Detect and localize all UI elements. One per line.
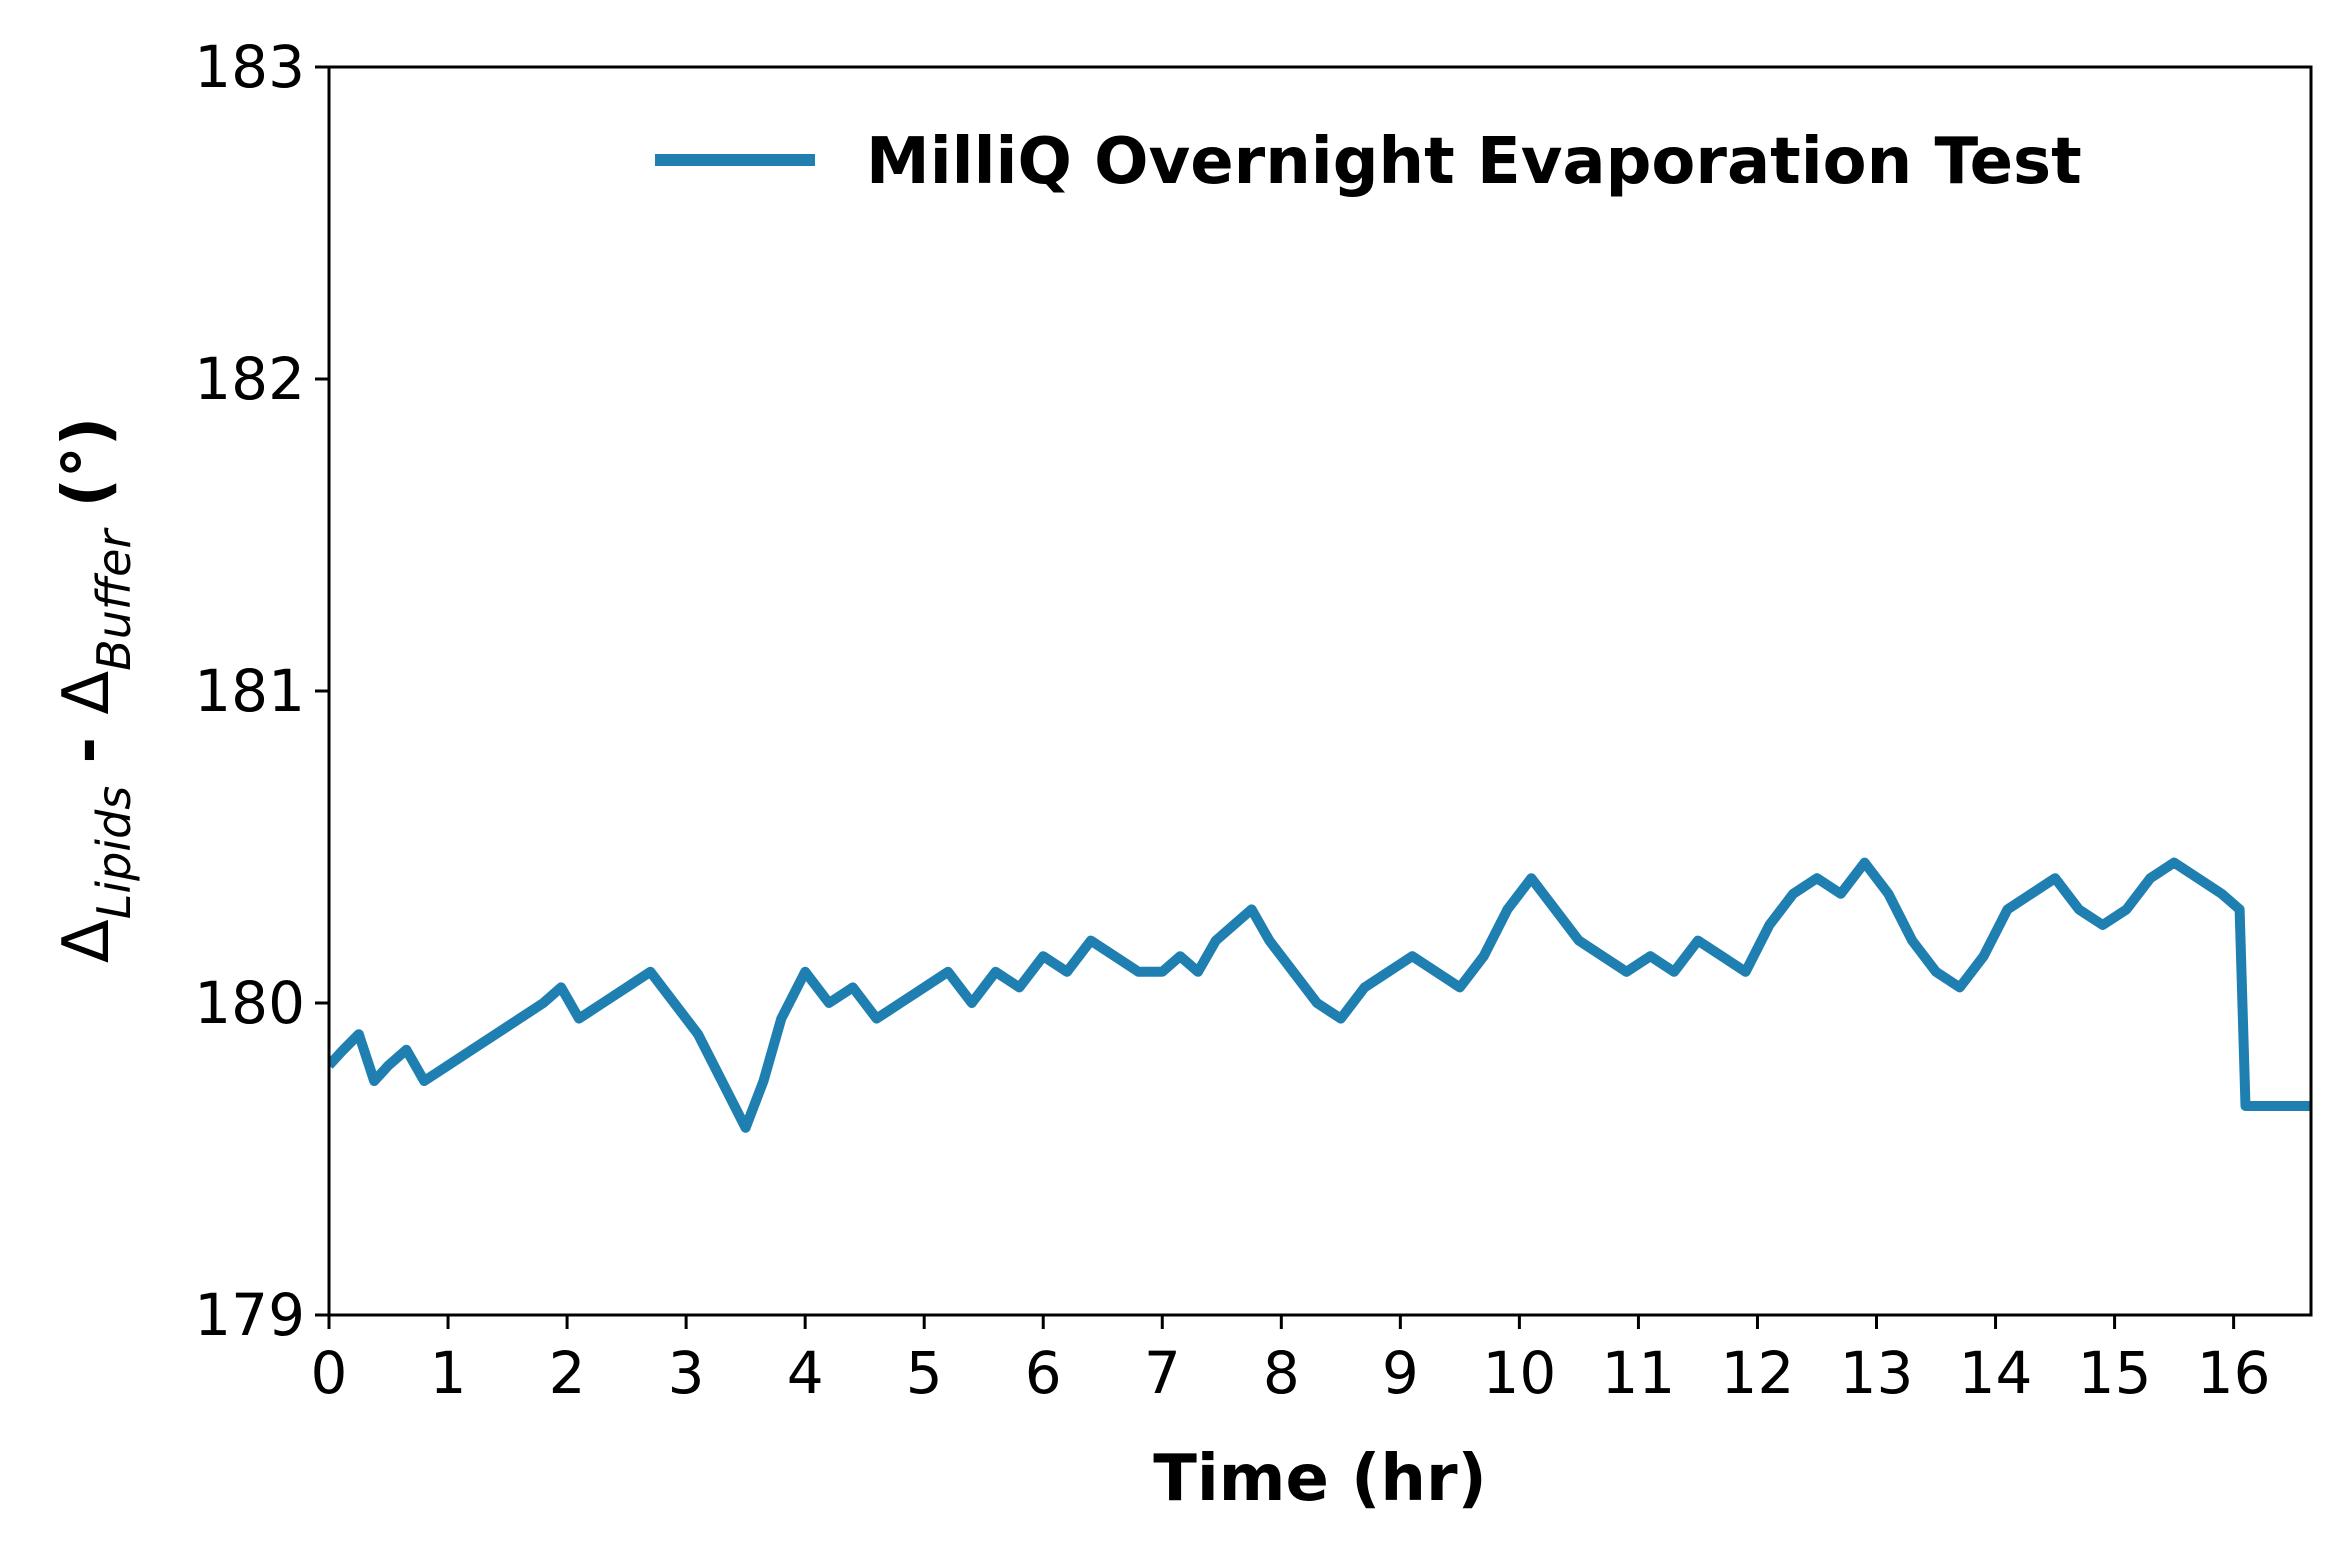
x-tick-label: 0 — [311, 1339, 348, 1407]
y-tick-label: 181 — [194, 657, 305, 725]
y-axis-label-delta-2: Δ — [50, 671, 124, 715]
y-tick-label: 179 — [194, 1281, 305, 1349]
y-axis-label-sub-2: Buffer — [87, 527, 141, 671]
series-line-0 — [329, 857, 2311, 1133]
y-tick-label: 183 — [194, 33, 305, 101]
series-group — [329, 857, 2311, 1133]
y-axis-label-middle: - — [50, 715, 124, 786]
y-tick-label: 182 — [194, 345, 305, 413]
y-axis-label-unit: (°) — [50, 417, 124, 530]
y-axis-label: ΔLipids - ΔBuffer (°) — [50, 417, 141, 963]
x-tick-label: 7 — [1144, 1339, 1181, 1407]
y-axis: 179 180 181 182 183 — [194, 33, 329, 1349]
x-tick-label: 15 — [2078, 1339, 2152, 1407]
x-tick-label: 4 — [787, 1339, 824, 1407]
x-axis-label: Time (hr) — [1153, 1442, 1487, 1516]
x-tick-label: 13 — [1840, 1339, 1914, 1407]
x-tick-label: 5 — [906, 1339, 943, 1407]
y-axis-label-delta-1: Δ — [50, 919, 124, 963]
x-tick-label: 12 — [1721, 1339, 1795, 1407]
x-tick-label: 6 — [1025, 1339, 1062, 1407]
x-tick-label: 16 — [2197, 1339, 2271, 1407]
x-tick-label: 1 — [430, 1339, 467, 1407]
x-tick-label: 14 — [1959, 1339, 2033, 1407]
legend: MilliQ Overnight Evaporation Test — [655, 125, 2082, 199]
legend-label: MilliQ Overnight Evaporation Test — [866, 125, 2082, 199]
x-axis: 0 1 2 3 4 5 6 7 8 9 10 11 12 13 14 15 16 — [311, 1315, 2271, 1407]
x-tick-label: 11 — [1602, 1339, 1676, 1407]
x-tick-label: 10 — [1482, 1339, 1556, 1407]
x-tick-label: 3 — [668, 1339, 705, 1407]
x-tick-label: 8 — [1263, 1339, 1300, 1407]
y-tick-label: 180 — [194, 969, 305, 1037]
y-axis-label-sub-1: Lipids — [87, 786, 141, 920]
x-tick-label: 9 — [1382, 1339, 1419, 1407]
x-tick-label: 2 — [549, 1339, 586, 1407]
